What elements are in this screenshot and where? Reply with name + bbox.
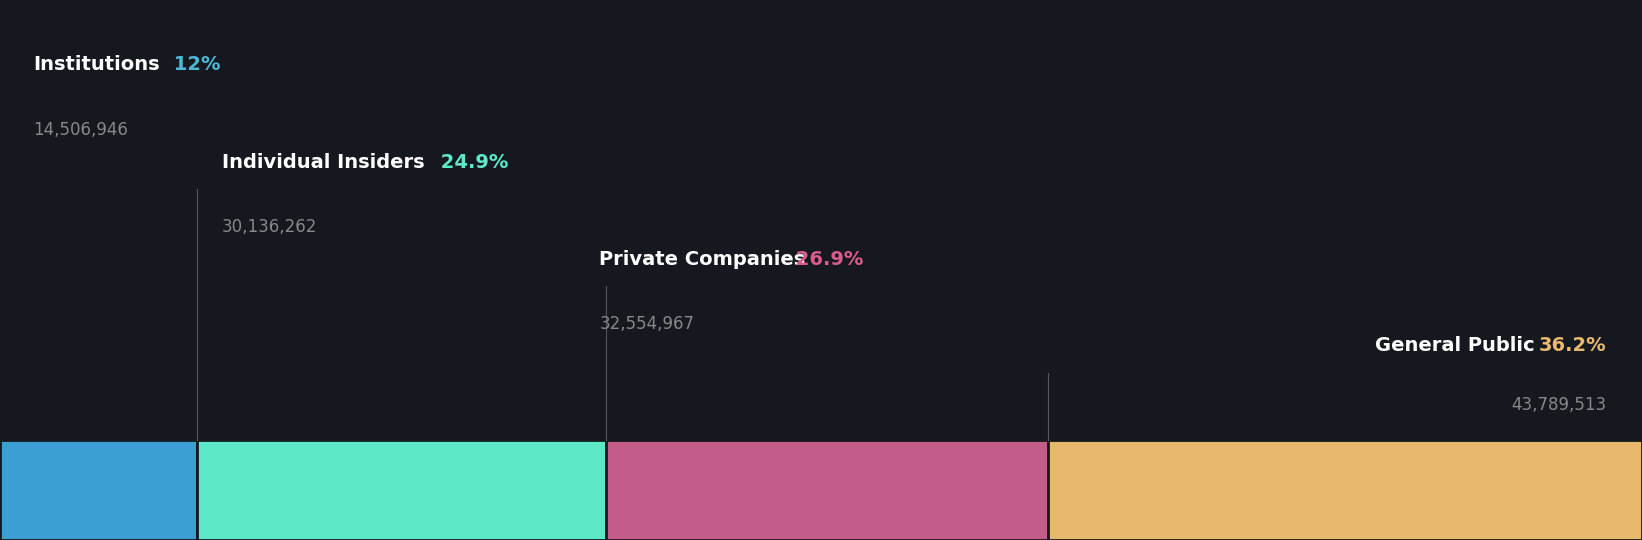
Text: Institutions: Institutions — [33, 55, 159, 75]
Text: 14,506,946: 14,506,946 — [33, 120, 128, 139]
Text: Private Companies: Private Companies — [599, 249, 806, 269]
Text: General Public: General Public — [1376, 336, 1542, 355]
Text: 36.2%: 36.2% — [1539, 336, 1606, 355]
Text: 12%: 12% — [167, 55, 220, 75]
Text: 32,554,967: 32,554,967 — [599, 315, 695, 333]
Text: Individual Insiders: Individual Insiders — [222, 152, 424, 172]
Text: 26.9%: 26.9% — [790, 249, 864, 269]
Text: 30,136,262: 30,136,262 — [222, 218, 317, 236]
Text: 43,789,513: 43,789,513 — [1511, 396, 1606, 414]
Text: 24.9%: 24.9% — [433, 152, 507, 172]
